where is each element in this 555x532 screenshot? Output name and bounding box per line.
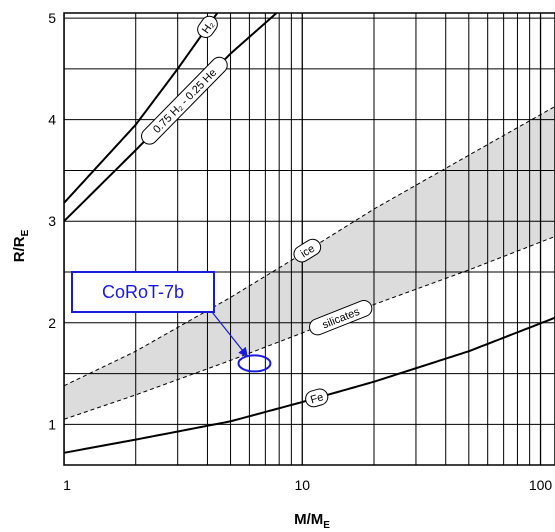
curve-label-fe: Fe: [305, 388, 329, 408]
x-tick-label: 100: [529, 477, 553, 493]
curve-label-text: H₂: [200, 19, 217, 36]
y-axis-title: R/RE: [11, 229, 31, 262]
corot-7b-marker: [237, 354, 272, 373]
y-tick-label: 4: [48, 112, 56, 128]
y-tick-label: 1: [48, 416, 56, 432]
y-tick-label: 5: [48, 10, 56, 26]
x-tick-label: 10: [294, 477, 310, 493]
y-tick-label: 3: [48, 213, 56, 229]
corot-7b-arrow: [211, 311, 248, 358]
y-tick-label: 2: [48, 315, 56, 331]
curve-silicates: [64, 235, 555, 420]
corot-7b-label: CoRoT-7b: [71, 271, 215, 313]
x-axis-title: M/ME: [294, 511, 330, 531]
curve-label-ice: ice: [293, 238, 322, 263]
x-tick-label: 1: [63, 477, 71, 493]
silicates-ice-band: [64, 106, 555, 420]
curve-h: [64, 13, 219, 204]
curve-label-text: Fe: [309, 391, 325, 406]
curve-label-h: H₂: [197, 15, 218, 39]
plot-frame: [63, 12, 555, 466]
